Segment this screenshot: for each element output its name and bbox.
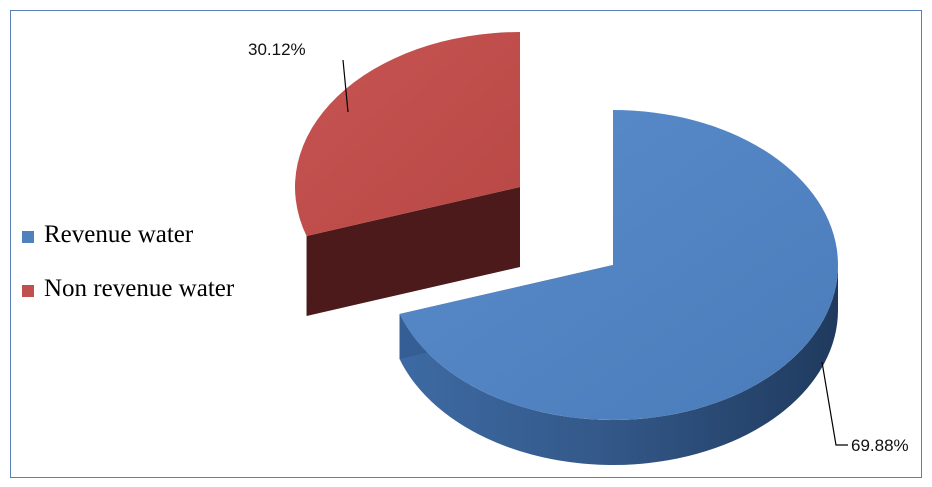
revenue-water-data-label: 69.88% <box>851 436 909 455</box>
revenue-water-leader-line <box>821 361 848 446</box>
revenue-water-slice-side <box>399 265 838 466</box>
legend-swatch-revenue-water <box>22 231 34 243</box>
non-revenue-water-leader-line <box>342 59 349 113</box>
non-revenue-water-data-label: 30.12% <box>248 40 306 59</box>
legend-label-non-revenue-water: Non revenue water <box>44 275 235 302</box>
non-revenue-water-slice <box>294 32 520 237</box>
legend-swatch-non-revenue-water <box>22 285 34 297</box>
revenue-water-slice <box>399 110 839 420</box>
non-revenue-water-slice-cut-face <box>306 187 520 317</box>
legend-label-revenue-water: Revenue water <box>44 221 194 248</box>
